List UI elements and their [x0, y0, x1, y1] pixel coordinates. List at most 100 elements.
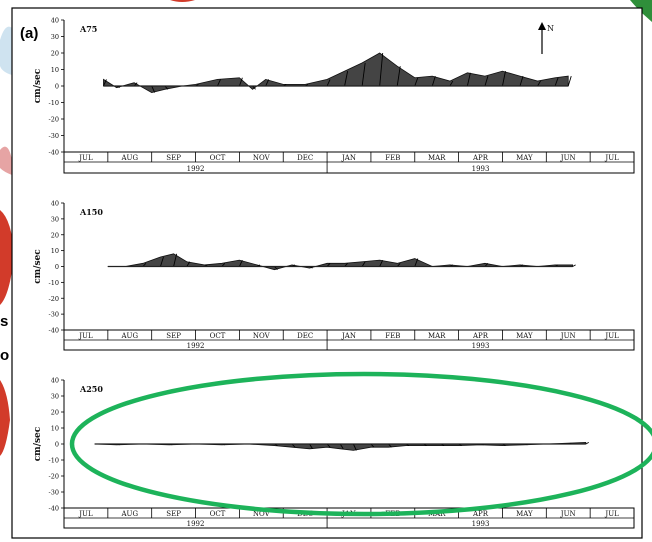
data-point-stick	[238, 259, 243, 267]
y-tick-label: -20	[49, 473, 59, 481]
month-label: JAN	[341, 332, 356, 340]
y-tick-label: 0	[55, 83, 59, 91]
data-point-stick	[585, 442, 589, 445]
y-tick-label: 10	[51, 66, 59, 74]
month-label: OCT	[210, 510, 226, 518]
y-tick-label: 20	[51, 409, 59, 417]
data-point-stick	[326, 79, 331, 87]
side-fragment-o: o	[0, 347, 9, 364]
year-label: 1992	[187, 165, 205, 173]
y-tick-label: -10	[49, 457, 59, 465]
data-point-stick	[151, 85, 156, 93]
data-point-stick	[186, 261, 191, 267]
y-tick-label: 40	[51, 377, 59, 385]
data-point-stick	[537, 80, 541, 87]
panel-label: (a)	[20, 25, 38, 42]
month-label: APR	[472, 332, 489, 340]
station-label: A150	[79, 207, 103, 217]
month-label: APR	[472, 510, 489, 518]
month-label: FEB	[385, 154, 400, 162]
data-point-stick	[519, 75, 524, 87]
month-label: JUL	[78, 510, 93, 518]
y-tick-label: -40	[49, 327, 59, 335]
year-label: 1993	[472, 520, 490, 528]
data-point-stick	[572, 264, 576, 267]
data-point-stick	[361, 261, 366, 267]
year-label: 1993	[472, 165, 490, 173]
data-point-stick	[567, 75, 572, 87]
month-label: NOV	[253, 332, 271, 340]
month-label: JUN	[560, 332, 576, 340]
month-label: JUN	[560, 510, 576, 518]
month-label: NOV	[253, 510, 271, 518]
month-label: SEP	[166, 332, 181, 340]
data-point-stick	[379, 52, 384, 87]
y-tick-label: 10	[51, 425, 59, 433]
data-point-stick	[173, 253, 178, 267]
y-axis-label: cm/sec	[33, 249, 43, 284]
month-label: JUL	[78, 332, 93, 340]
red-arrow-fragment-lower	[0, 380, 10, 456]
data-point-stick	[554, 77, 559, 87]
red-arrow-fragment	[0, 210, 14, 305]
year-label: 1992	[187, 520, 205, 528]
month-label: NOV	[253, 154, 271, 162]
month-label: OCT	[210, 154, 226, 162]
month-label: OCT	[210, 332, 226, 340]
data-point-stick	[160, 256, 164, 267]
y-tick-label: -40	[49, 149, 59, 157]
month-label: MAR	[428, 332, 446, 340]
y-axis-label: cm/sec	[33, 68, 43, 103]
month-label: SEP	[166, 510, 181, 518]
data-point-stick	[265, 79, 270, 87]
time-axis-band	[63, 151, 635, 174]
month-label: AUG	[120, 332, 138, 340]
data-point-stick	[217, 79, 221, 87]
month-label: JUL	[604, 154, 619, 162]
data-point-stick	[396, 66, 401, 87]
month-label: AUG	[120, 510, 138, 518]
y-tick-label: -20	[49, 295, 59, 303]
data-point-stick	[414, 258, 419, 267]
y-tick-label: 0	[55, 441, 59, 449]
y-tick-label: 20	[51, 231, 59, 239]
y-tick-label: 0	[55, 263, 59, 271]
data-point-stick	[238, 77, 243, 87]
month-label: JAN	[341, 154, 356, 162]
data-point-stick	[431, 75, 436, 87]
map-fragment-top-left	[0, 26, 14, 76]
data-point-stick	[484, 75, 489, 87]
highlight-ellipse	[69, 371, 652, 517]
y-tick-label: -40	[49, 505, 59, 513]
side-fragment-s: s	[0, 313, 8, 330]
data-point-stick	[103, 79, 107, 87]
y-tick-label: 10	[51, 247, 59, 255]
y-axis-label: cm/sec	[33, 426, 43, 461]
data-point-stick	[466, 72, 471, 87]
north-label: N	[547, 24, 554, 33]
station-label: A250	[79, 384, 103, 394]
y-tick-label: -30	[49, 489, 59, 497]
y-tick-label: 20	[51, 50, 59, 58]
north-arrow: N	[538, 22, 554, 54]
month-label: FEB	[385, 332, 400, 340]
month-label: DEC	[297, 332, 313, 340]
y-tick-label: -30	[49, 132, 59, 140]
y-tick-label: -10	[49, 99, 59, 107]
month-label: DEC	[297, 154, 313, 162]
y-tick-label: 40	[51, 17, 59, 25]
y-tick-label: -20	[49, 116, 59, 124]
month-label: APR	[472, 154, 489, 162]
data-point-stick	[361, 62, 366, 87]
year-label: 1992	[187, 342, 205, 350]
data-point-stick	[414, 77, 419, 87]
data-point-stick	[449, 80, 454, 87]
y-tick-label: 30	[51, 33, 59, 41]
month-label: SEP	[166, 154, 181, 162]
panel-a150: 40 30 20 10 0 -10 -20 -30 -40 cm/sec A150 JUL AUG SEP…	[33, 200, 635, 351]
data-point-stick	[352, 443, 357, 451]
red-fragment-top	[170, 0, 195, 2]
month-label: AUG	[120, 154, 138, 162]
y-tick-label: 40	[51, 200, 59, 208]
